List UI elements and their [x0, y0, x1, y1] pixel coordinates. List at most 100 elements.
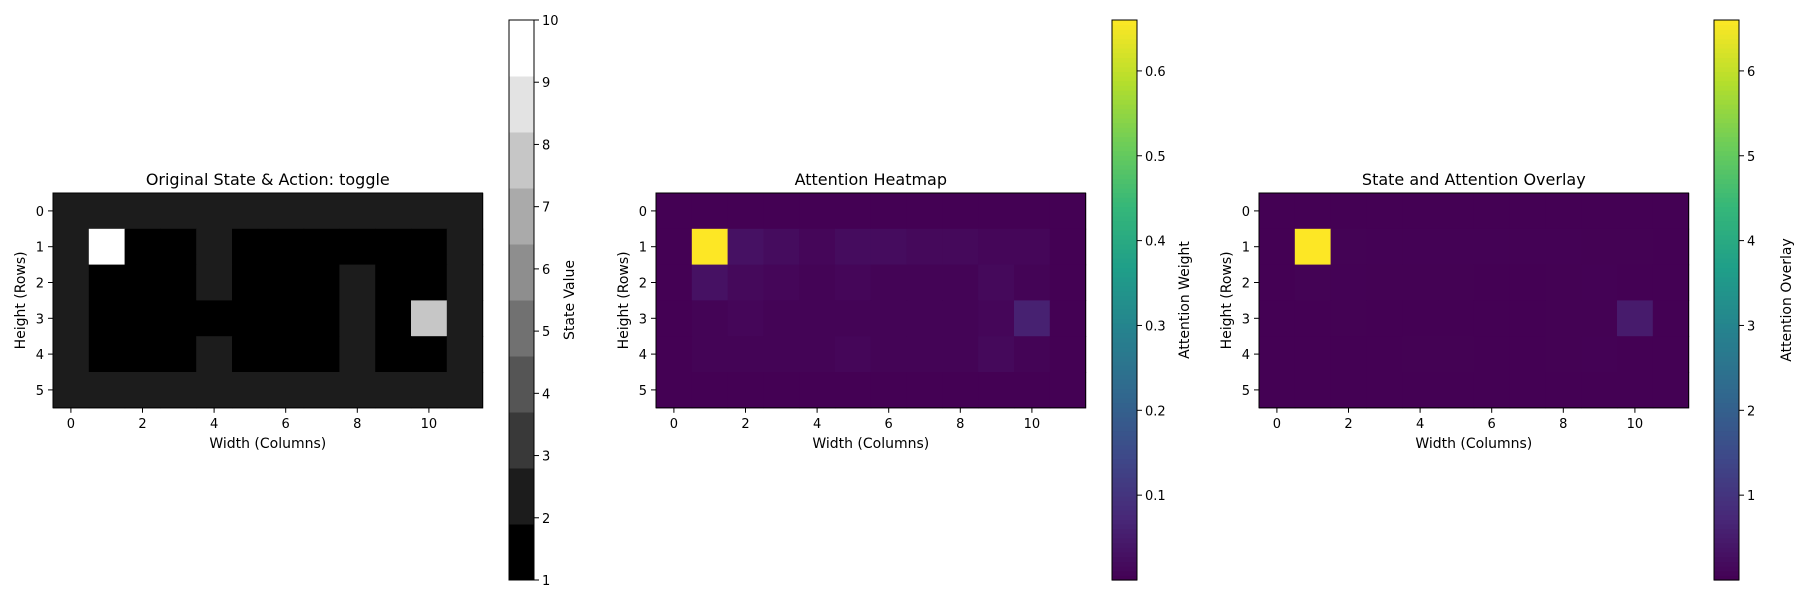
heatmap-cell	[1617, 228, 1654, 266]
colorbar-segment	[1714, 519, 1739, 525]
colorbar-segment	[1714, 505, 1739, 511]
colorbar-segment	[1714, 314, 1739, 320]
heatmap-cell	[53, 372, 90, 409]
colorbar-segment	[509, 132, 534, 189]
colorbar-segment	[1714, 402, 1739, 408]
colorbar-segment	[1112, 24, 1137, 30]
colorbar-tick-label: 2	[1747, 404, 1755, 419]
colorbar-segment	[1714, 444, 1739, 450]
colorbar-segment	[1112, 416, 1137, 422]
heatmap-cell	[1617, 336, 1654, 373]
heatmap-cell	[339, 264, 376, 301]
heatmap-cell	[799, 264, 836, 301]
heatmap-cell	[1294, 193, 1332, 230]
heatmap-cell	[446, 193, 484, 230]
heatmap-cell	[375, 336, 412, 373]
colorbar-tick-label: 3	[1747, 319, 1755, 334]
heatmap-cell	[160, 264, 197, 301]
colorbar-tick-label: 6	[542, 263, 550, 278]
heatmap-cell	[339, 372, 376, 409]
colorbar-segment	[1112, 328, 1137, 334]
y-tick-label: 5	[1242, 384, 1250, 399]
heatmap-cell	[1366, 264, 1403, 301]
colorbar-segment	[1714, 216, 1739, 222]
colorbar-segment	[1714, 370, 1739, 376]
colorbar-segment	[1112, 514, 1137, 520]
heatmap-cell	[446, 264, 484, 301]
x-axis-label: Width (Columns)	[209, 436, 326, 452]
colorbar-segment	[1714, 538, 1739, 544]
colorbar-segment	[1112, 267, 1137, 273]
colorbar-segment	[1112, 468, 1137, 474]
colorbar-segment	[1714, 188, 1739, 194]
x-axis-label: Width (Columns)	[1415, 436, 1532, 452]
heatmap-cell	[1049, 193, 1087, 230]
heatmap-cell	[906, 193, 943, 230]
colorbar-segment	[1112, 575, 1137, 581]
colorbar-segment	[1714, 458, 1739, 464]
axes-frame	[1258, 192, 1690, 409]
colorbar-segment	[509, 412, 534, 469]
colorbar-segment	[1714, 113, 1739, 119]
colorbar-segment	[1714, 225, 1739, 231]
y-tick-label: 0	[1242, 205, 1250, 220]
colorbar-tick-label: 0.2	[1145, 404, 1166, 419]
colorbar-segment	[1112, 528, 1137, 534]
colorbar-segment	[1714, 20, 1739, 26]
heatmap-cell	[1581, 300, 1618, 337]
heatmap-cell	[1581, 193, 1618, 230]
colorbar-segment	[1112, 412, 1137, 418]
colorbar-segment	[1112, 351, 1137, 357]
heatmap-cell	[656, 372, 693, 409]
colorbar-segment	[1714, 328, 1739, 334]
colorbar-segment	[1112, 146, 1137, 152]
x-tick-label: 2	[138, 417, 146, 432]
colorbar-segment	[1714, 304, 1739, 310]
colorbar-segment	[1112, 505, 1137, 511]
colorbar-segment	[1714, 342, 1739, 348]
colorbar-segment	[1714, 332, 1739, 338]
colorbar-segment	[1714, 80, 1739, 86]
colorbar-segment	[1112, 127, 1137, 133]
heatmap-cell	[1509, 336, 1546, 373]
heatmap-cell	[691, 372, 729, 409]
heatmap-cell	[1473, 336, 1511, 373]
colorbar-segment	[509, 356, 534, 413]
colorbar-segment	[1112, 486, 1137, 492]
x-tick-label: 2	[1344, 417, 1352, 432]
heatmap-cell	[1652, 372, 1690, 409]
colorbar-segment	[1714, 388, 1739, 394]
colorbar-segment	[1714, 132, 1739, 138]
heatmap-cell	[339, 193, 376, 230]
y-tick-label: 4	[639, 348, 647, 363]
colorbar-tick-label: 7	[542, 201, 550, 216]
heatmap-cell	[1617, 264, 1654, 301]
heatmap-cell	[446, 300, 484, 337]
colorbar-segment	[1112, 262, 1137, 268]
heatmap-cell	[978, 264, 1015, 301]
colorbar-segment	[1112, 244, 1137, 250]
colorbar-tick-label: 1	[1747, 489, 1755, 504]
colorbar-segment	[1112, 430, 1137, 436]
heatmap-cell	[1330, 372, 1367, 409]
heatmap-cell	[53, 300, 90, 337]
colorbar-segment	[1112, 510, 1137, 516]
colorbar-frame	[1713, 19, 1740, 581]
heatmap-cell	[1652, 193, 1690, 230]
colorbar-frame	[508, 19, 535, 581]
colorbar-segment	[1714, 426, 1739, 432]
x-tick-label: 10	[1627, 417, 1644, 432]
colorbar-segment	[1112, 155, 1137, 161]
heatmap-cell	[1402, 264, 1439, 301]
colorbar-segment	[1714, 416, 1739, 422]
x-tick-label: 0	[1273, 417, 1281, 432]
colorbar-segment	[1112, 496, 1137, 502]
colorbar-segment	[1714, 136, 1739, 142]
heatmap-cell	[942, 193, 979, 230]
colorbar-tick-label: 0.1	[1145, 489, 1166, 504]
colorbar-segment	[1112, 206, 1137, 212]
colorbar-segment	[1112, 542, 1137, 548]
colorbar-segment	[1714, 43, 1739, 49]
colorbar-segment	[1112, 48, 1137, 54]
heatmap-cell	[267, 372, 305, 409]
